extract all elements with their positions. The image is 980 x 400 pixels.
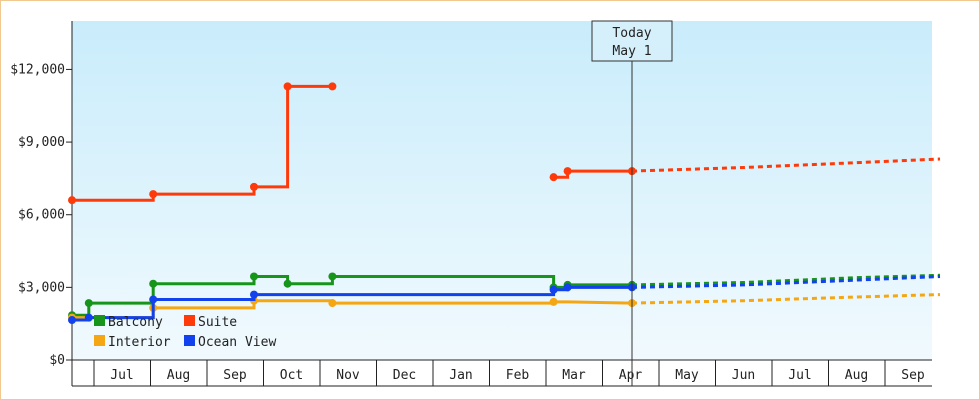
x-tick-label: Aug [167,368,190,383]
series-point-ocean-view [149,295,158,304]
legend-label-interior: Interior [108,335,171,350]
today-date-label: May 1 [612,44,651,59]
series-point-balcony [149,279,158,288]
series-point-suite [283,82,292,91]
series-point-balcony [283,279,292,288]
x-tick-label: Jan [449,368,472,383]
series-point-balcony [250,272,258,281]
x-tick-label: Aug [845,368,868,383]
x-tick-label: May [675,368,699,383]
forecast-line-balcony [631,273,941,287]
legend-swatch-suite [184,315,195,326]
x-tick-label: Apr [619,368,643,383]
series-point-suite [250,182,258,191]
x-tick-label: Dec [393,368,416,383]
legend-swatch-balcony [94,315,105,326]
series-point-suite [149,190,158,199]
series-point-balcony [328,272,337,281]
series-point-suite [563,167,572,176]
series-point-ocean-view [563,283,572,292]
x-tick-label: Nov [336,368,360,383]
forecast-line-interior [631,293,941,305]
x-tick-label: Jun [732,368,755,383]
y-tick-label: $9,000 [18,135,65,150]
series-point-ocean-view [84,313,93,322]
forecast-line-suite [631,157,941,173]
series-line-suite [72,84,333,202]
x-tick-label: Sep [223,368,247,383]
series-point-suite [549,173,558,182]
legend-label-ocean-view: Ocean View [198,335,276,350]
legend-swatch-interior [94,335,105,346]
y-tick-label: $0 [49,353,65,368]
y-tick-label: $3,000 [18,280,65,295]
x-tick-label: Sep [901,368,925,383]
x-tick-label: Oct [280,368,303,383]
today-box [591,20,673,62]
today-label: Today [612,26,651,41]
series-point-balcony [84,299,93,308]
series-point-ocean-view [549,285,558,294]
x-tick-label: Jul [110,368,133,383]
legend-label-balcony: Balcony [108,315,163,330]
series-point-ocean-view [250,290,258,299]
x-tick-label: Feb [506,368,530,383]
series-point-interior [549,297,558,306]
legend-label-suite: Suite [198,315,237,330]
today-marker: Today May 1 [591,20,673,386]
series-point-suite [328,82,337,91]
y-tick-label: $6,000 [18,208,65,223]
series-point-ocean-view [68,316,76,325]
forecast-line-ocean-view [631,275,941,289]
y-tick-label: $12,000 [10,62,65,77]
legend-swatch-ocean-view [184,335,195,346]
legend: Balcony Suite Interior Ocean View [94,315,276,350]
axes: $0 $3,000 $6,000 $9,000 $12,000 Jul Aug Sep Oct N… [10,21,932,387]
x-tick-label: Jul [788,368,811,383]
series-point-suite [68,196,76,205]
x-tick-label: Mar [562,368,586,383]
series-point-interior [328,299,337,308]
